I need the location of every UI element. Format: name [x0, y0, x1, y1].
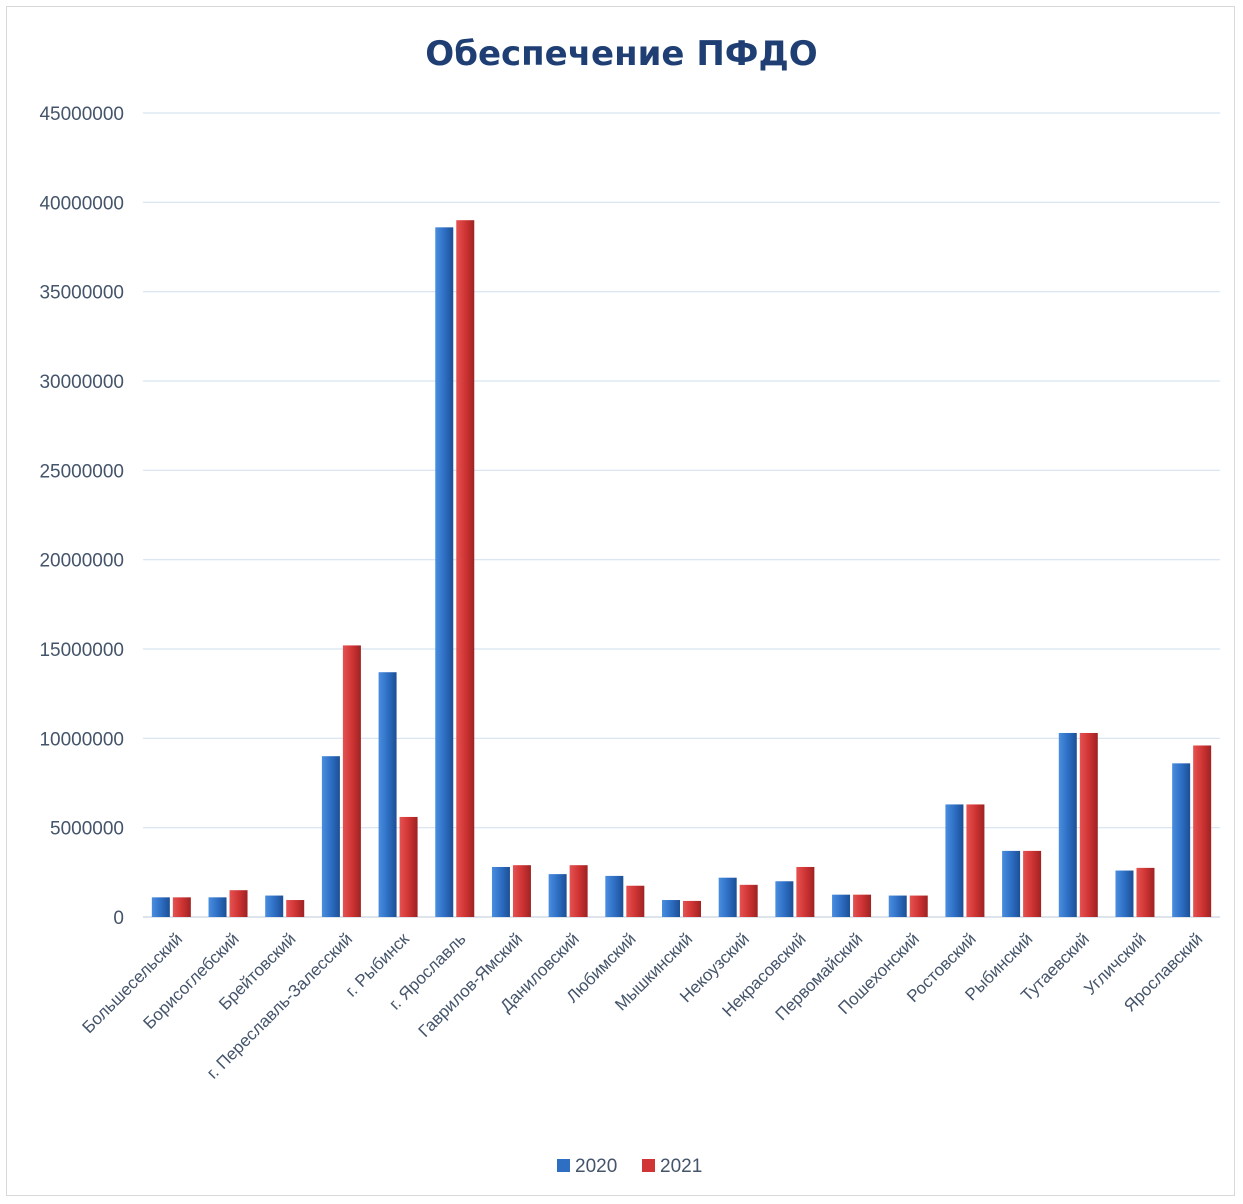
bar-2020	[662, 900, 680, 917]
bar-2020	[378, 672, 397, 917]
bar-2020	[945, 804, 964, 917]
bar-2020	[605, 875, 624, 917]
bar-2021	[796, 866, 815, 917]
bar-2021	[229, 890, 248, 917]
y-tick-label: 35000000	[39, 283, 124, 304]
bar-2020	[832, 894, 851, 917]
chart-title: Обеспечение ПФДО	[425, 34, 818, 74]
bar-2020	[435, 227, 454, 917]
x-tick-label: Большесельский	[79, 929, 187, 1037]
bar-2021	[1193, 745, 1212, 917]
y-tick-label: 15000000	[39, 640, 124, 661]
legend-swatch-2020	[557, 1159, 570, 1172]
bar-2021	[1079, 732, 1098, 917]
legend-label-2021: 2021	[660, 1156, 702, 1177]
y-tick-label: 5000000	[50, 819, 124, 840]
bar-2021	[626, 885, 645, 917]
bar-2020	[1002, 850, 1021, 917]
bar-2020	[548, 874, 567, 917]
bar-2020	[491, 866, 510, 917]
y-tick-label: 45000000	[39, 104, 124, 125]
legend-swatch-2021	[642, 1159, 655, 1172]
bar-2021	[512, 865, 531, 917]
y-tick-label: 0	[113, 908, 124, 929]
bar-2020	[1172, 763, 1191, 917]
bar-2021	[739, 884, 758, 917]
bar-2020	[321, 756, 340, 917]
y-tick-label: 20000000	[39, 551, 124, 572]
bar-2021	[456, 220, 475, 917]
y-tick-label: 40000000	[39, 193, 124, 214]
bar-2021	[569, 865, 588, 917]
y-tick-label: 30000000	[39, 372, 124, 393]
bar-2021	[1023, 850, 1042, 917]
bar-2021	[853, 894, 872, 917]
bar-2020	[151, 897, 170, 917]
y-tick-label: 10000000	[39, 729, 124, 750]
bar-2020	[775, 881, 794, 917]
bar-2021	[966, 804, 985, 917]
bar-2020	[265, 895, 284, 917]
bar-2020	[888, 895, 907, 917]
bar-2020	[208, 897, 227, 917]
bar-2021	[342, 645, 361, 917]
x-tick-label: Гаврилов-Ямский	[415, 929, 527, 1041]
bar-2021	[399, 816, 418, 917]
bar-2020	[1058, 732, 1077, 917]
x-tick-label: Борисоглебский	[139, 929, 242, 1032]
bar-2021	[683, 900, 701, 917]
bar-2020	[1115, 870, 1134, 917]
bar-2021	[1136, 867, 1155, 917]
y-tick-label: 25000000	[39, 461, 124, 482]
bar-2021	[286, 900, 305, 917]
bar-2020	[718, 877, 737, 917]
legend-label-2020: 2020	[575, 1156, 617, 1177]
chart-frame	[6, 6, 1235, 1196]
bar-2021	[909, 895, 928, 917]
bar-2021	[172, 897, 191, 917]
